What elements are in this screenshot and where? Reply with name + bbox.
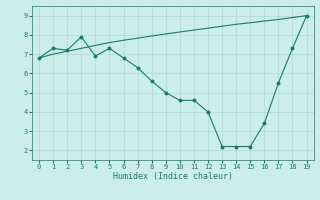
- X-axis label: Humidex (Indice chaleur): Humidex (Indice chaleur): [113, 172, 233, 181]
